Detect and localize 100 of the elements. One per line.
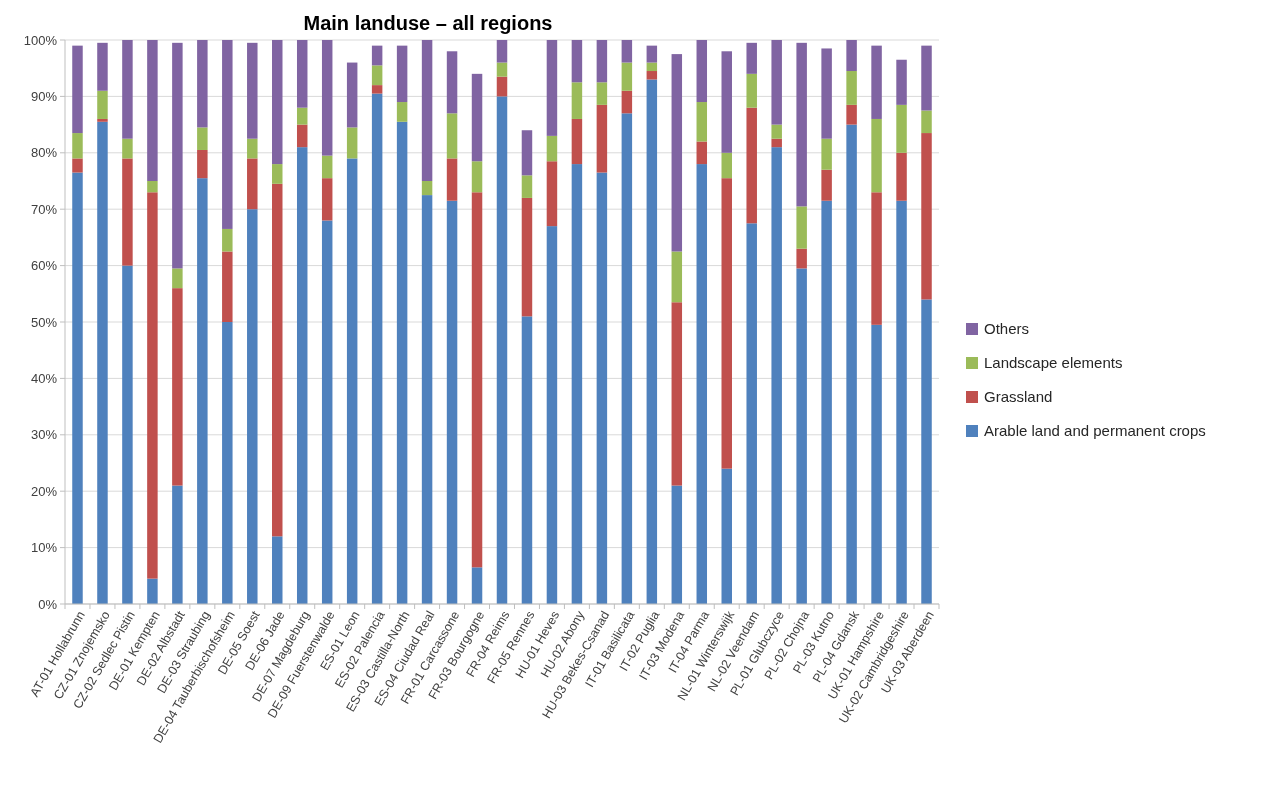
- bar: [222, 251, 233, 322]
- bar: [596, 82, 608, 105]
- chart-title: Main landuse – all regions: [303, 12, 553, 34]
- bar: [72, 133, 83, 159]
- bar: [247, 158, 258, 210]
- bar: [222, 40, 233, 229]
- y-tick-label: 60%: [30, 258, 58, 274]
- bar: [771, 147, 782, 604]
- bar: [646, 62, 658, 72]
- bar: [172, 42, 183, 269]
- bar: [546, 40, 558, 136]
- bar: [571, 82, 583, 119]
- bar: [296, 107, 308, 125]
- bar: [796, 42, 807, 207]
- bar: [197, 127, 208, 150]
- bar: [197, 40, 208, 128]
- bar: [646, 45, 658, 63]
- y-tick-label: 20%: [30, 483, 58, 499]
- bar: [72, 172, 83, 604]
- bar: [147, 40, 158, 181]
- bar: [821, 169, 832, 201]
- bar: [771, 40, 782, 125]
- bar: [796, 248, 807, 269]
- bar: [197, 178, 208, 604]
- bar: [496, 62, 508, 77]
- bar: [396, 121, 408, 604]
- bar: [721, 468, 732, 604]
- bar: [247, 209, 258, 604]
- bar: [172, 268, 183, 289]
- bar: [122, 138, 133, 159]
- bar: [371, 65, 383, 86]
- bar: [846, 40, 857, 72]
- legend-label: Grassland: [984, 388, 1053, 406]
- bar: [272, 183, 283, 537]
- y-tick-label: 100%: [23, 32, 58, 48]
- bar: [871, 192, 882, 325]
- bar: [696, 164, 708, 604]
- bar: [172, 485, 183, 604]
- bar: [671, 302, 683, 486]
- bar: [72, 45, 83, 134]
- bar: [746, 73, 757, 108]
- bar: [97, 42, 108, 91]
- bar: [97, 121, 108, 604]
- bar: [396, 102, 408, 122]
- y-tick-label: 90%: [30, 88, 58, 104]
- bar: [147, 192, 158, 579]
- bar: [446, 51, 458, 114]
- bar: [846, 104, 857, 125]
- bar: [896, 104, 907, 153]
- bar: [721, 152, 732, 179]
- y-tick-label: 0%: [38, 596, 58, 612]
- bar: [671, 485, 683, 604]
- y-tick-label: 80%: [30, 145, 58, 161]
- bar: [446, 158, 458, 201]
- bar: [796, 206, 807, 249]
- bar: [696, 40, 708, 103]
- bar: [821, 48, 832, 139]
- legend-label: Arable land and permanent crops: [984, 422, 1206, 440]
- bar: [696, 102, 708, 142]
- bar: [421, 40, 433, 181]
- bar: [921, 110, 932, 134]
- bar: [921, 45, 932, 111]
- bar: [521, 197, 533, 317]
- bar: [346, 158, 358, 604]
- bar: [646, 71, 658, 80]
- bar: [596, 104, 608, 173]
- bar: [821, 200, 832, 604]
- bar: [921, 133, 932, 300]
- bar: [471, 161, 483, 193]
- bar: [896, 152, 907, 201]
- bar: [871, 118, 882, 193]
- y-tick-label: 40%: [30, 370, 58, 386]
- bar: [72, 158, 83, 173]
- bar: [97, 90, 108, 119]
- bar: [321, 40, 333, 156]
- bar: [496, 40, 508, 63]
- bar: [446, 113, 458, 159]
- bar: [421, 181, 433, 196]
- legend-label: Landscape elements: [984, 354, 1123, 372]
- bar: [122, 40, 133, 139]
- bar: [272, 40, 283, 165]
- bar: [122, 158, 133, 266]
- bar: [546, 226, 558, 604]
- bar: [846, 71, 857, 105]
- bar: [621, 40, 633, 63]
- bar: [871, 45, 882, 119]
- bar: [396, 45, 408, 103]
- bar: [646, 79, 658, 604]
- bar: [521, 316, 533, 604]
- bar: [796, 268, 807, 604]
- y-tick-label: 50%: [30, 314, 58, 330]
- bar: [147, 181, 158, 193]
- bar: [97, 118, 108, 122]
- bar: [471, 192, 483, 568]
- bar: [222, 228, 233, 252]
- bar: [471, 73, 483, 162]
- bar: [521, 175, 533, 198]
- bar: [546, 135, 558, 162]
- bar: [321, 178, 333, 221]
- bar: [272, 164, 283, 184]
